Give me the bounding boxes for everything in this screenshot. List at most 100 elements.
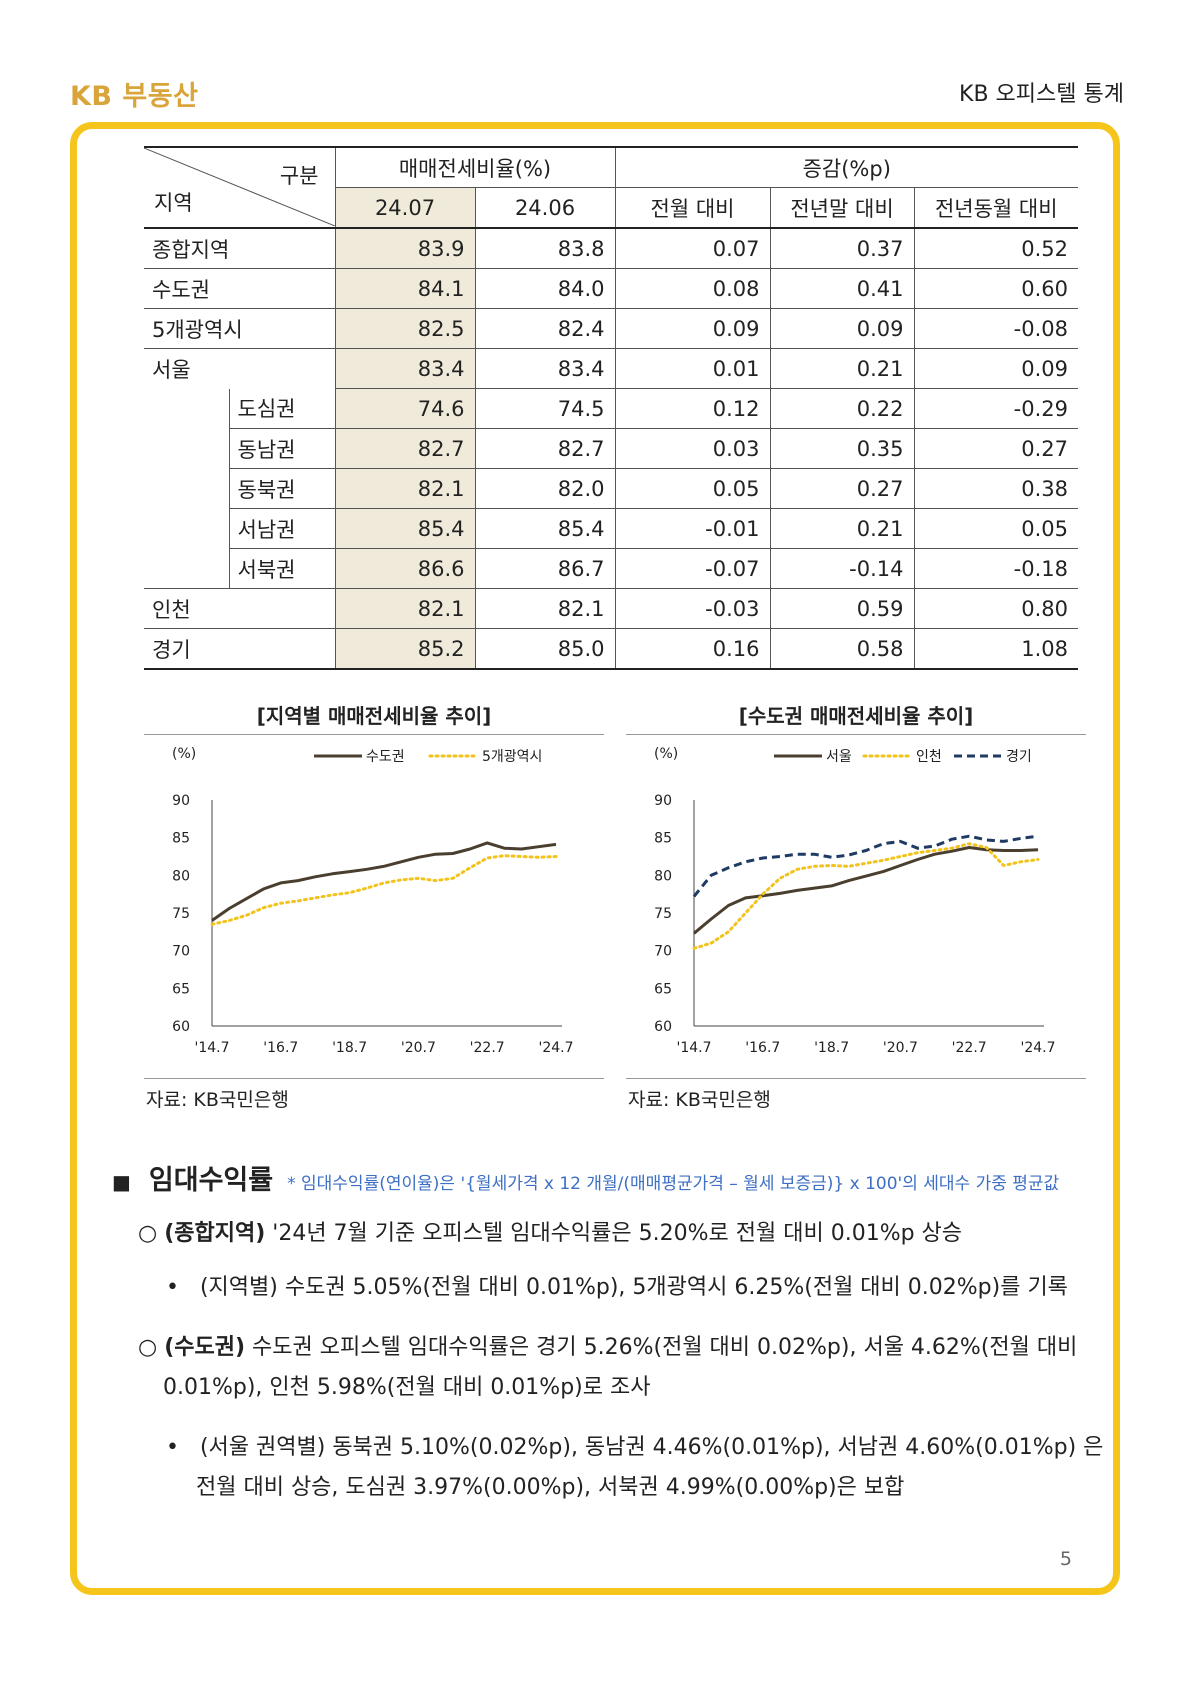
subheader: 24.06: [474, 187, 615, 229]
chart-top-rule: [144, 734, 604, 735]
table-row: 서울 83.4 83.4 0.01 0.21 0.09: [144, 348, 1078, 389]
x-tick-label: '22.7: [952, 1040, 987, 1056]
row-subregion-label: 동북권: [228, 468, 335, 509]
p2-text: 수도권 오피스텔 임대수익률은 경기 5.26%(전월 대비 0.02%p), …: [163, 1335, 1078, 1400]
row-indent-spacer: [144, 429, 229, 469]
table-cell: 82.4: [474, 308, 615, 349]
row-subregion-label: 서북권: [228, 548, 335, 589]
table-row: 도심권 74.6 74.5 0.12 0.22 -0.29: [144, 388, 1078, 429]
ratio-table: 지역 구분 매매전세비율(%) 증감(%p) 24.07 24.06 전월 대비…: [144, 146, 1078, 670]
table-cell: 82.7: [334, 428, 475, 469]
y-tick-label: 85: [172, 831, 190, 847]
table-cell: 82.7: [474, 428, 615, 469]
series-line-1: [692, 842, 1040, 950]
chart-plot: (%) 90 85 80 75 70 65 60'14.7 '16.7 '18.7 '20.7 '22…: [172, 746, 574, 1056]
table-cell: 0.58: [769, 628, 914, 670]
dot-bullet-icon: •: [166, 1435, 200, 1460]
section-note: * 임대수익률(연이율)은 '{월세가격 x 12 개월/(매매평균가격 – 월…: [287, 1174, 1060, 1194]
section-title: 임대수익률: [148, 1165, 274, 1196]
chart-bottom-rule: [144, 1078, 604, 1079]
p1-label: (종합지역): [164, 1221, 266, 1246]
table-row: 서남권 85.4 85.4 -0.01 0.21 0.05: [144, 508, 1078, 549]
legend-label: 수도권: [366, 749, 405, 765]
table-cell: 0.37: [769, 228, 914, 269]
y-tick-label: 80: [172, 868, 190, 884]
row-indent-spacer: [144, 509, 229, 549]
group-header-ratio: 매매전세비율(%): [334, 146, 615, 188]
table-cell: 0.35: [769, 428, 914, 469]
table-cell: 0.22: [769, 388, 914, 429]
x-tick-label: '22.7: [470, 1040, 505, 1056]
table-cell: 0.21: [769, 348, 914, 389]
chart-source: 자료: KB국민은행: [146, 1089, 289, 1111]
table-cell: 0.60: [913, 268, 1078, 309]
x-tick-label: '20.7: [883, 1040, 918, 1056]
table-cell: 85.4: [474, 508, 615, 549]
series-line-0: [693, 846, 1039, 935]
table-cell: 82.1: [474, 588, 615, 629]
row-region-label: 경기: [144, 628, 335, 670]
table-cell: 0.03: [614, 428, 770, 469]
chart-plot: (%) 90 85 80 75 70 65 60'14.7 '16.7 '18.7 '20.7 '22…: [654, 746, 1056, 1056]
p2-sub-text: (서울 권역별) 동북권 5.10%(0.02%p), 동남권 4.46%(0.…: [196, 1435, 1104, 1500]
p2-label: (수도권): [164, 1335, 246, 1360]
table-cell: -0.14: [769, 548, 914, 589]
row-indent-spacer: [144, 548, 229, 589]
table-cell: -0.03: [614, 588, 770, 629]
x-tick-label: '16.7: [263, 1040, 298, 1056]
series-line-1: [210, 854, 558, 926]
dot-bullet-icon: •: [166, 1275, 200, 1300]
circle-bullet-icon: ○: [138, 1221, 165, 1246]
table-cell: 85.2: [334, 628, 475, 670]
table-cell: 0.05: [913, 508, 1078, 549]
table-row: 동남권 82.7 82.7 0.03 0.35 0.27: [144, 428, 1078, 469]
table-row: 5개광역시 82.5 82.4 0.09 0.09 -0.08: [144, 308, 1078, 349]
content-frame: [70, 122, 1120, 1595]
table-cell: 0.27: [913, 428, 1078, 469]
table-cell: 0.52: [913, 228, 1078, 269]
table-cell: 0.80: [913, 588, 1078, 629]
subheader: 전년동월 대비: [913, 187, 1078, 229]
table-cell: 0.41: [769, 268, 914, 309]
row-region-label: 인천: [144, 588, 335, 629]
table-corner-header: 지역 구분: [144, 146, 335, 229]
table-cell: 82.5: [334, 308, 475, 349]
row-subregion-label: 도심권: [228, 388, 335, 429]
subheader: 24.07: [334, 187, 475, 229]
legend-label: 서울: [826, 749, 852, 765]
p1-text: '24년 7월 기준 오피스텔 임대수익률은 5.20%로 전월 대비 0.01…: [265, 1221, 963, 1246]
y-tick-label: 60: [172, 1019, 190, 1035]
table-cell: 85.0: [474, 628, 615, 670]
paragraph-1: ○ (종합지역) '24년 7월 기준 오피스텔 임대수익률은 5.20%로 전…: [138, 1214, 1078, 1254]
subheader: 전년말 대비: [769, 187, 914, 229]
y-tick-label: 70: [654, 944, 672, 960]
chart-bottom-rule: [626, 1078, 1086, 1079]
table-cell: 0.07: [614, 228, 770, 269]
row-region-label: 종합지역: [144, 228, 335, 269]
table-cell: 74.5: [474, 388, 615, 429]
table-cell: 0.27: [769, 468, 914, 509]
table-cell: 0.09: [614, 308, 770, 349]
x-tick-label: '24.7: [538, 1040, 573, 1056]
y-tick-label: 65: [172, 981, 190, 997]
table-cell: 0.21: [769, 508, 914, 549]
document-title: KB 오피스텔 통계: [959, 82, 1124, 107]
y-axis-unit: (%): [172, 746, 196, 762]
table-cell: -0.18: [913, 548, 1078, 589]
series-line-2: [692, 834, 1039, 898]
x-tick-label: '18.7: [332, 1040, 367, 1056]
table-cell: -0.29: [913, 388, 1078, 429]
table-cell: 0.01: [614, 348, 770, 389]
table-cell: 83.4: [474, 348, 615, 389]
row-region-label: 수도권: [144, 268, 335, 309]
legend-label: 인천: [916, 749, 942, 765]
x-tick-label: '18.7: [814, 1040, 849, 1056]
chart-title: [지역별 매매전세비율 추이]: [256, 704, 492, 728]
table-row: 서북권 86.6 86.7 -0.07 -0.14 -0.18: [144, 548, 1078, 589]
table-cell: 0.08: [614, 268, 770, 309]
y-tick-label: 75: [172, 906, 190, 922]
table-cell: 82.1: [334, 588, 475, 629]
table-cell: -0.08: [913, 308, 1078, 349]
table-cell: 0.12: [614, 388, 770, 429]
x-tick-label: '20.7: [401, 1040, 436, 1056]
